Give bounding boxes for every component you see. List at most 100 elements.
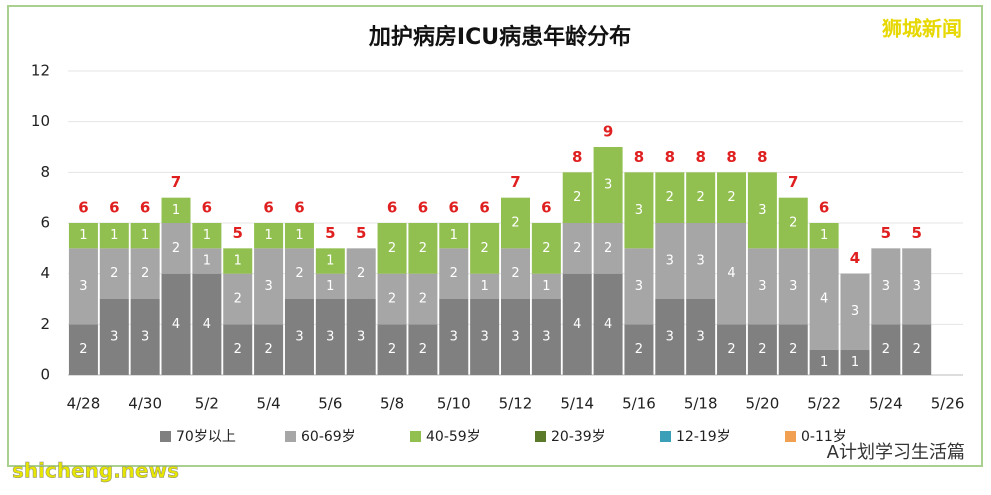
- legend-label: 70岁以上: [176, 429, 236, 445]
- segment-label: 2: [480, 241, 488, 256]
- bar-segment: [562, 273, 592, 375]
- x-tick-label: 5/24: [869, 395, 903, 413]
- x-tick-label: 5/4: [257, 395, 281, 413]
- bar-segment: [470, 299, 500, 375]
- segment-label: 3: [542, 330, 550, 345]
- segment-label: 2: [913, 342, 921, 357]
- x-tick-label: 5/22: [807, 395, 841, 413]
- segment-label: 3: [264, 279, 272, 294]
- bar-segment: [871, 324, 901, 375]
- segment-label: 2: [666, 190, 674, 205]
- segment-label: 2: [264, 342, 272, 357]
- bar-segment: [593, 273, 623, 375]
- segment-label: 2: [295, 266, 303, 281]
- bar-segment: [161, 273, 191, 375]
- legend-swatch: [410, 431, 421, 442]
- total-label: 5: [911, 224, 921, 242]
- x-tick-label: 4/28: [67, 395, 101, 413]
- segment-label: 2: [141, 266, 149, 281]
- bar-segment: [284, 299, 314, 375]
- bar-segment: [377, 223, 407, 274]
- bar-segment: [840, 349, 870, 375]
- total-label: 6: [479, 199, 489, 217]
- x-tick-label: 5/6: [318, 395, 342, 413]
- segment-label: 3: [110, 330, 118, 345]
- bar-segment: [778, 248, 808, 325]
- bar-segment: [408, 324, 438, 375]
- bar-segment: [315, 273, 345, 299]
- segment-label: 4: [203, 317, 211, 332]
- bar-segment: [254, 248, 284, 325]
- segment-label: 3: [635, 279, 643, 294]
- legend-label: 40-59岁: [426, 429, 481, 445]
- y-tick-label: 12: [31, 62, 50, 80]
- bar-segment: [68, 248, 98, 325]
- segment-label: 3: [326, 330, 334, 345]
- bar-segment: [470, 223, 500, 274]
- segment-label: 2: [450, 266, 458, 281]
- segment-label: 2: [511, 266, 519, 281]
- total-label: 5: [233, 224, 243, 242]
- total-label: 4: [850, 249, 860, 267]
- segment-label: 1: [480, 279, 488, 294]
- y-tick-label: 0: [40, 366, 50, 384]
- segment-label: 1: [141, 228, 149, 243]
- bar-segment: [470, 273, 500, 299]
- legend-swatch: [285, 431, 296, 442]
- total-label: 6: [418, 199, 428, 217]
- segment-label: 2: [789, 216, 797, 231]
- total-label: 9: [603, 123, 613, 141]
- bar-segment: [99, 299, 129, 375]
- bar-segment: [68, 324, 98, 375]
- bar-segment: [439, 248, 469, 299]
- total-label: 8: [634, 148, 644, 166]
- bar-segment: [655, 223, 685, 299]
- bar-segment: [809, 248, 839, 350]
- segment-label: 3: [295, 330, 303, 345]
- bar-segment: [624, 324, 654, 375]
- segment-label: 3: [450, 330, 458, 345]
- bar-segment: [68, 223, 98, 249]
- segment-label: 2: [419, 342, 427, 357]
- total-label: 7: [510, 173, 520, 191]
- bar-segment: [624, 248, 654, 325]
- total-label: 6: [140, 199, 150, 217]
- segment-label: 3: [79, 279, 87, 294]
- bar-segment: [439, 223, 469, 249]
- segment-label: 1: [295, 228, 303, 243]
- segment-label: 3: [666, 254, 674, 269]
- bar-segment: [223, 273, 253, 325]
- site-watermark: shicheng.news: [12, 459, 179, 483]
- bar-segment: [346, 248, 376, 299]
- segment-label: 1: [326, 254, 334, 269]
- y-tick-label: 2: [40, 315, 50, 333]
- segment-label: 2: [573, 241, 581, 256]
- segment-label: 4: [172, 317, 180, 332]
- total-label: 8: [665, 148, 675, 166]
- x-tick-label: 5/12: [499, 395, 533, 413]
- total-label: 6: [109, 199, 119, 217]
- segment-label: 3: [851, 304, 859, 319]
- segment-label: 3: [758, 203, 766, 218]
- bar-segment: [840, 273, 870, 350]
- segment-label: 2: [172, 241, 180, 256]
- total-label: 5: [881, 224, 891, 242]
- bar-segment: [686, 299, 716, 375]
- total-label: 5: [325, 224, 335, 242]
- bar-segment: [655, 299, 685, 375]
- total-label: 6: [294, 199, 304, 217]
- x-tick-label: 5/14: [560, 395, 594, 413]
- total-label: 6: [541, 199, 551, 217]
- bar-segment: [223, 248, 253, 274]
- watermark: 狮城新闻: [882, 17, 962, 41]
- segment-label: 2: [882, 342, 890, 357]
- segment-label: 3: [697, 254, 705, 269]
- bar-segment: [254, 223, 284, 249]
- segment-label: 1: [110, 228, 118, 243]
- y-tick-label: 10: [31, 112, 50, 130]
- bar-segment: [809, 349, 839, 375]
- y-tick-label: 4: [40, 264, 50, 282]
- segment-label: 4: [604, 317, 612, 332]
- bar-segment: [130, 223, 160, 249]
- bar-segment: [408, 273, 438, 325]
